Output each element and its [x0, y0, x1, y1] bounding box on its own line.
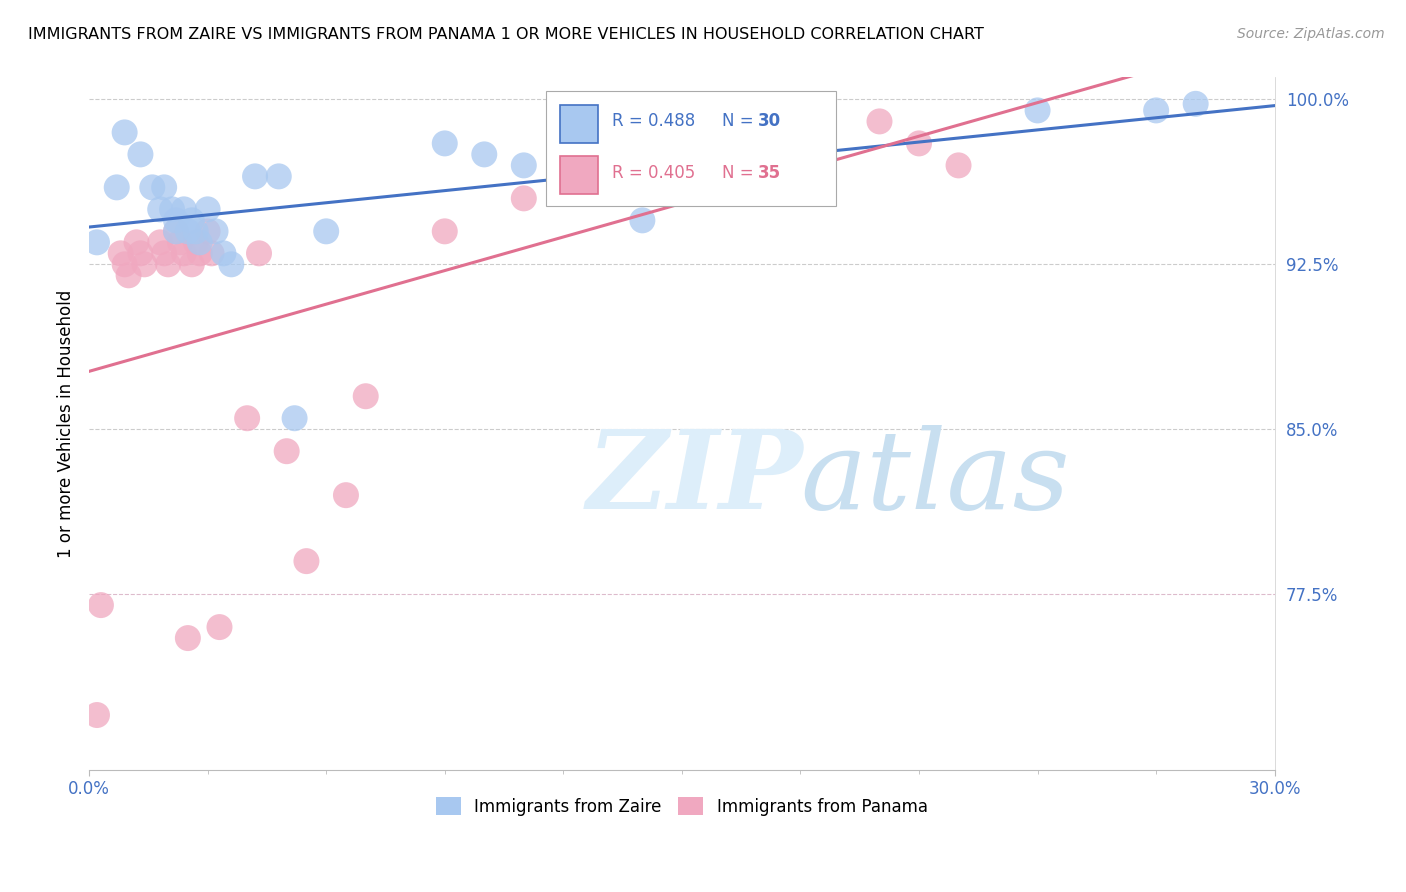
Point — [267, 169, 290, 184]
Text: Source: ZipAtlas.com: Source: ZipAtlas.com — [1237, 27, 1385, 41]
Text: 30: 30 — [758, 112, 780, 130]
Point — [472, 147, 495, 161]
Point — [433, 224, 456, 238]
Point — [631, 213, 654, 227]
Point — [188, 235, 211, 250]
Point — [789, 125, 811, 139]
Point — [197, 224, 219, 238]
Point — [1144, 103, 1167, 118]
Point — [315, 224, 337, 238]
Point — [177, 224, 200, 238]
Point — [184, 235, 207, 250]
Point — [134, 257, 156, 271]
Point — [354, 389, 377, 403]
Text: IMMIGRANTS FROM ZAIRE VS IMMIGRANTS FROM PANAMA 1 OR MORE VEHICLES IN HOUSEHOLD : IMMIGRANTS FROM ZAIRE VS IMMIGRANTS FROM… — [28, 27, 984, 42]
Point — [592, 147, 614, 161]
Point — [710, 136, 733, 151]
Point — [173, 202, 195, 217]
Point — [86, 708, 108, 723]
Point — [86, 235, 108, 250]
Point — [433, 136, 456, 151]
FancyBboxPatch shape — [546, 91, 837, 205]
Point — [149, 235, 172, 250]
Point — [180, 257, 202, 271]
Point — [149, 202, 172, 217]
Point — [276, 444, 298, 458]
Point — [869, 114, 891, 128]
Point — [153, 180, 176, 194]
Bar — [560, 156, 598, 194]
Point — [184, 224, 207, 238]
Text: N =: N = — [723, 164, 759, 182]
Text: atlas: atlas — [800, 425, 1070, 533]
Text: ZIP: ZIP — [588, 425, 804, 533]
Point — [948, 158, 970, 172]
Point — [90, 598, 112, 612]
Point — [157, 257, 180, 271]
Point — [335, 488, 357, 502]
Point — [188, 246, 211, 260]
Point — [110, 246, 132, 260]
Point — [212, 246, 235, 260]
Point — [114, 125, 136, 139]
Point — [247, 246, 270, 260]
Point — [165, 224, 187, 238]
Point — [177, 631, 200, 645]
Point — [114, 257, 136, 271]
Point — [908, 136, 931, 151]
Bar — [560, 104, 598, 143]
Point — [295, 554, 318, 568]
Point — [160, 202, 183, 217]
Point — [208, 620, 231, 634]
Point — [513, 158, 536, 172]
Point — [243, 169, 266, 184]
Point — [221, 257, 243, 271]
Point — [129, 147, 152, 161]
Point — [125, 235, 148, 250]
Point — [236, 411, 259, 425]
Point — [105, 180, 128, 194]
Text: N =: N = — [723, 112, 759, 130]
Text: R = 0.405: R = 0.405 — [612, 164, 695, 182]
Y-axis label: 1 or more Vehicles in Household: 1 or more Vehicles in Household — [58, 290, 75, 558]
Point — [165, 213, 187, 227]
Point — [169, 235, 191, 250]
Legend: Immigrants from Zaire, Immigrants from Panama: Immigrants from Zaire, Immigrants from P… — [427, 789, 936, 824]
Point — [165, 224, 187, 238]
Point — [141, 180, 163, 194]
Point — [1184, 96, 1206, 111]
Point — [200, 246, 222, 260]
Point — [284, 411, 307, 425]
Point — [129, 246, 152, 260]
Point — [153, 246, 176, 260]
Point — [197, 202, 219, 217]
Text: 35: 35 — [758, 164, 780, 182]
Point — [204, 224, 226, 238]
Point — [1026, 103, 1049, 118]
Point — [513, 191, 536, 205]
Text: R = 0.488: R = 0.488 — [612, 112, 695, 130]
Point — [173, 246, 195, 260]
Point — [117, 268, 139, 283]
Point — [180, 213, 202, 227]
